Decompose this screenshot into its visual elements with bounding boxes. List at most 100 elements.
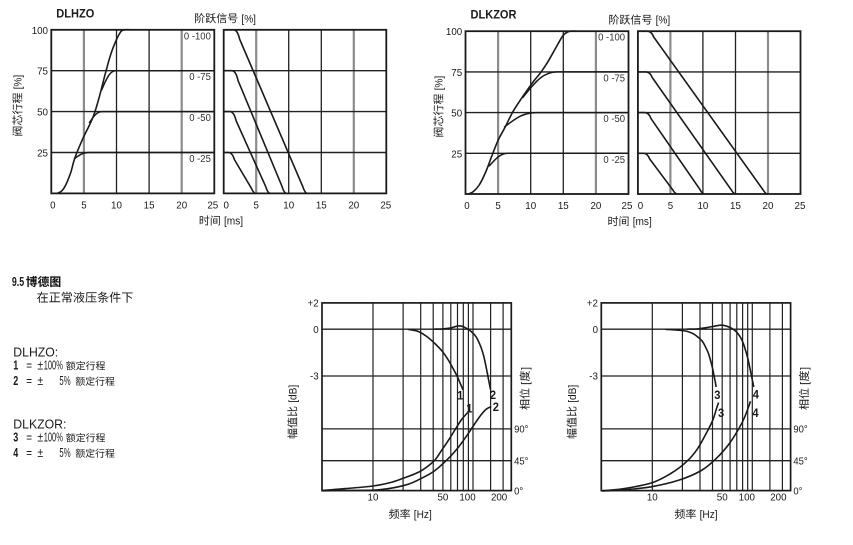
svg-text:0: 0 <box>638 201 644 212</box>
svg-text:0 -75: 0 -75 <box>603 73 625 84</box>
svg-text:-3: -3 <box>589 372 598 383</box>
svg-text:45°: 45° <box>793 455 807 467</box>
svg-text:20: 20 <box>763 201 774 212</box>
svg-text:0 -25: 0 -25 <box>603 155 625 166</box>
svg-text:10: 10 <box>647 492 658 503</box>
svg-text:0°: 0° <box>514 485 523 497</box>
svg-text:DLHZO:: DLHZO: <box>13 345 58 359</box>
svg-text:[ms]: [ms] <box>633 216 652 228</box>
svg-text:1: 1 <box>466 401 472 415</box>
svg-text:50: 50 <box>37 108 48 119</box>
svg-text:15: 15 <box>558 201 569 212</box>
svg-text:10: 10 <box>525 201 536 212</box>
svg-text:0: 0 <box>224 200 230 211</box>
svg-text:10: 10 <box>111 200 122 211</box>
svg-text:±: ± <box>37 430 43 444</box>
svg-text:4: 4 <box>13 446 18 460</box>
svg-text:0°: 0° <box>793 485 802 497</box>
svg-text:=: = <box>26 358 32 372</box>
svg-text:DLKZOR: DLKZOR <box>471 8 517 22</box>
svg-text:10: 10 <box>283 200 294 211</box>
svg-text:3: 3 <box>718 406 724 420</box>
svg-text:4: 4 <box>752 406 758 420</box>
svg-text:±: ± <box>37 374 43 388</box>
svg-text:DLHZO: DLHZO <box>56 6 94 20</box>
svg-text:4: 4 <box>753 387 759 401</box>
svg-text:-3: -3 <box>310 372 319 383</box>
svg-text:15: 15 <box>144 200 155 211</box>
svg-text:1: 1 <box>13 358 18 372</box>
svg-text:5%: 5% <box>59 374 70 388</box>
svg-text:0: 0 <box>464 201 470 212</box>
svg-text:20: 20 <box>176 200 187 211</box>
svg-text:0 -100: 0 -100 <box>598 33 626 44</box>
svg-text:3: 3 <box>13 430 18 444</box>
svg-text:+2: +2 <box>587 299 599 310</box>
svg-text:75: 75 <box>37 67 48 78</box>
svg-text:5%: 5% <box>59 446 70 460</box>
svg-text:9.5: 9.5 <box>12 275 24 289</box>
svg-text:200: 200 <box>770 492 787 503</box>
svg-text:5: 5 <box>495 201 501 212</box>
svg-text:0: 0 <box>593 325 599 336</box>
svg-text:100: 100 <box>446 27 463 38</box>
svg-text:3: 3 <box>714 388 720 402</box>
svg-text:25: 25 <box>451 149 462 160</box>
svg-text:]: ] <box>520 367 532 370</box>
svg-text:DLKZOR:: DLKZOR: <box>13 417 66 431</box>
svg-text:0 -50: 0 -50 <box>189 113 211 124</box>
svg-text:[: [ <box>799 382 811 385</box>
svg-text:5: 5 <box>254 200 260 211</box>
svg-text:1: 1 <box>457 388 463 402</box>
svg-text:45°: 45° <box>514 455 528 467</box>
svg-text:100%: 100% <box>44 358 63 372</box>
svg-text:25: 25 <box>795 201 806 212</box>
svg-text:[%]: [%] <box>656 15 671 27</box>
svg-text:100%: 100% <box>44 430 63 444</box>
svg-text:2: 2 <box>13 374 18 388</box>
svg-text:20: 20 <box>590 201 601 212</box>
svg-text:+2: +2 <box>308 299 320 310</box>
svg-text:10: 10 <box>697 201 708 212</box>
svg-text:10: 10 <box>368 492 379 503</box>
svg-text:25: 25 <box>207 200 218 211</box>
svg-text:200: 200 <box>491 492 508 503</box>
svg-text:±: ± <box>37 358 43 372</box>
svg-text:0 -100: 0 -100 <box>184 31 212 42</box>
svg-text:50: 50 <box>451 109 462 120</box>
svg-text:=: = <box>26 446 32 460</box>
svg-text:25: 25 <box>380 200 391 211</box>
svg-text:2: 2 <box>490 388 496 402</box>
svg-text:0 -25: 0 -25 <box>189 154 211 165</box>
svg-text:[%]: [%] <box>13 75 25 90</box>
svg-text:[%]: [%] <box>241 13 256 25</box>
svg-text:15: 15 <box>730 201 741 212</box>
svg-text:[ms]: [ms] <box>224 216 243 228</box>
svg-text:15: 15 <box>316 200 327 211</box>
svg-text:50: 50 <box>437 492 448 503</box>
svg-text:50: 50 <box>717 492 728 503</box>
svg-text:5: 5 <box>81 200 87 211</box>
svg-text:±: ± <box>37 446 43 460</box>
svg-text:100: 100 <box>32 26 49 37</box>
svg-text:[: [ <box>520 382 532 385</box>
svg-text:25: 25 <box>622 201 633 212</box>
svg-text:[Hz]: [Hz] <box>414 509 432 521</box>
svg-text:100: 100 <box>739 492 756 503</box>
svg-text:25: 25 <box>37 149 48 160</box>
svg-text:[Hz]: [Hz] <box>700 509 718 521</box>
svg-text:100: 100 <box>459 492 476 503</box>
svg-text:5: 5 <box>668 201 674 212</box>
svg-text:90°: 90° <box>793 424 807 436</box>
svg-text:0 -50: 0 -50 <box>603 114 625 125</box>
svg-text:]: ] <box>799 367 811 370</box>
svg-text:=: = <box>26 374 32 388</box>
svg-text:=: = <box>26 430 32 444</box>
svg-text:0: 0 <box>50 200 56 211</box>
svg-text:0: 0 <box>313 325 319 336</box>
svg-text:20: 20 <box>348 200 359 211</box>
svg-text:[dB]: [dB] <box>288 385 300 403</box>
svg-text:2: 2 <box>493 400 499 414</box>
svg-text:[dB]: [dB] <box>567 385 579 403</box>
svg-text:90°: 90° <box>514 424 528 436</box>
